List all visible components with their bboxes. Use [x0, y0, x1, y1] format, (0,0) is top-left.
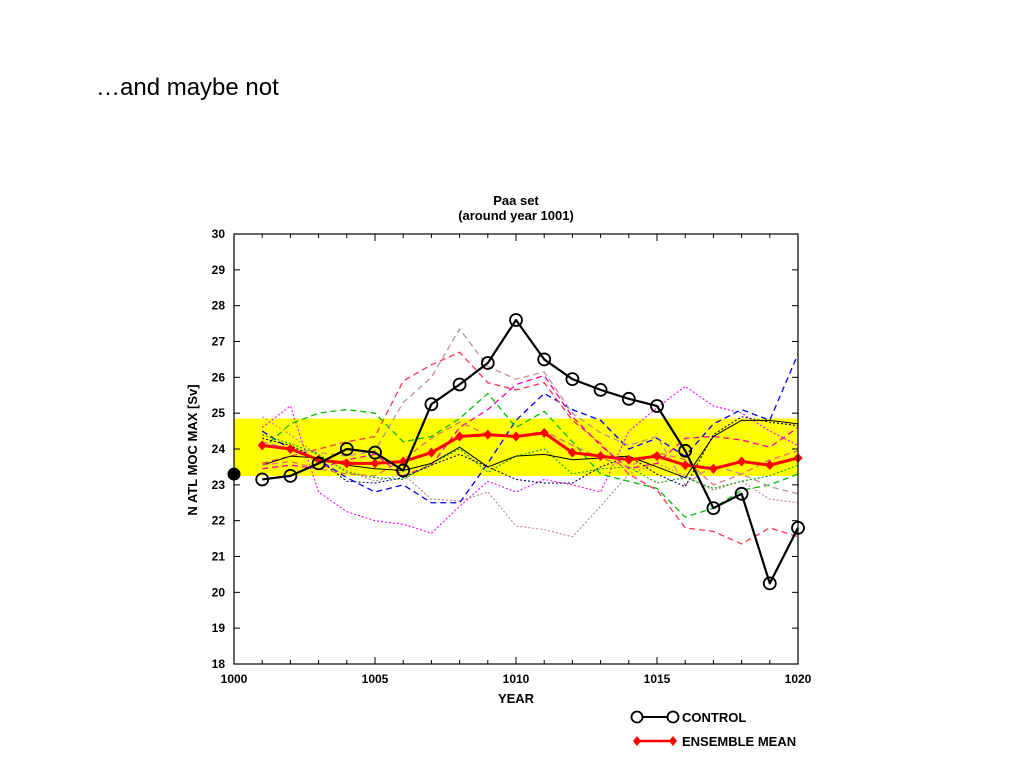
series-layer: [261, 328, 799, 545]
control-point: [368, 445, 382, 460]
legend-item-ensemble-mean: ENSEMBLE MEAN: [633, 734, 796, 749]
series-line-6: [262, 351, 799, 545]
control-point: [255, 472, 270, 487]
ensemble-mean-point: [539, 427, 549, 438]
legend-control-marker-left: [630, 710, 644, 724]
x-tick-label: 1010: [503, 672, 530, 686]
series-line-12: [262, 421, 799, 486]
legend-label-control: CONTROL: [682, 710, 746, 725]
ensemble-mean-point: [483, 429, 493, 440]
control-point: [565, 372, 580, 387]
ensemble-mean-point: [567, 447, 577, 458]
y-tick-label: 29: [212, 263, 226, 277]
ensemble-mean-point: [624, 454, 634, 465]
control-point: [650, 399, 664, 413]
series-line-3: [261, 416, 799, 538]
legend-ensemble-marker-right: [669, 736, 677, 746]
series-line-5: [261, 392, 799, 518]
y-tick-label: 28: [212, 299, 226, 313]
control-point: [480, 356, 495, 370]
y-tick-label: 22: [212, 514, 226, 528]
control-point: [706, 501, 721, 516]
y-tick-label: 30: [212, 227, 226, 241]
x-axis-title: YEAR: [498, 691, 535, 706]
series-line-4: [261, 353, 799, 504]
control-point: [537, 352, 552, 367]
y-tick-label: 27: [212, 335, 226, 349]
tick-layer: 18 19 20 21 22 23 24 25 26 27 28 29 30 1000 1005 1010 10…: [212, 227, 812, 686]
y-tick-label: 21: [212, 550, 226, 564]
ensemble-mean-point: [737, 456, 747, 467]
ensemble-mean-point: [285, 444, 295, 454]
chart-title: Paa set: [493, 193, 539, 208]
control-point: [678, 443, 693, 458]
ensemble-mean-point: [342, 458, 352, 469]
ensemble-mean-point: [455, 431, 465, 442]
control-point: [509, 313, 523, 327]
control-point: [452, 377, 467, 392]
y-tick-label: 26: [212, 370, 226, 384]
series-line-11: [262, 419, 799, 479]
marker-layer: [255, 313, 805, 591]
control-point: [593, 382, 608, 397]
legend-control-marker-right: [666, 710, 680, 724]
series-line-9: [262, 434, 799, 489]
control-point: [734, 486, 749, 501]
ensemble-mean-point: [652, 451, 662, 462]
legend-label-ensemble-mean: ENSEMBLE MEAN: [682, 734, 796, 749]
ensemble-mean-point: [370, 458, 380, 469]
ensemble-mean-point: [680, 460, 690, 471]
y-tick-label: 18: [212, 657, 226, 671]
slide-title: …and maybe not: [96, 74, 279, 101]
y-tick-label: 20: [212, 585, 226, 599]
series-line-1: [262, 431, 799, 471]
ensemble-mean-point: [426, 447, 436, 458]
y-axis-title: N ATL MOC MAX [Sv]: [185, 384, 200, 515]
ensemble-mean-point: [765, 460, 775, 471]
ensemble-mean-point: [596, 451, 606, 462]
control-point: [311, 456, 326, 471]
control-point: [339, 442, 354, 456]
y-tick-label: 25: [212, 406, 226, 420]
series-line-2: [261, 385, 799, 534]
control-point: [283, 468, 298, 483]
start-marker-layer: [227, 467, 241, 481]
control-point: [621, 391, 636, 406]
control-point: [762, 576, 777, 591]
series-line-8: [262, 374, 799, 477]
x-tick-label: 1005: [362, 672, 389, 686]
y-tick-label: 23: [212, 478, 226, 492]
chart-legend: CONTROL ENSEMBLE MEAN: [630, 710, 796, 749]
chart-subtitle: (around year 1001): [458, 208, 574, 223]
ensemble-mean-point: [257, 440, 267, 451]
x-tick-label: 1000: [221, 672, 248, 686]
ensemble-mean-point: [511, 431, 521, 442]
x-tick-label: 1020: [785, 672, 812, 686]
y-tick-label: 24: [212, 442, 226, 456]
y-tick-label: 19: [212, 621, 226, 635]
series-line-0: [262, 318, 799, 585]
start-point-marker: [227, 467, 241, 481]
ensemble-mean-point: [708, 463, 718, 474]
legend-item-control: CONTROL: [630, 710, 746, 725]
legend-ensemble-marker-left: [633, 736, 641, 746]
control-point: [424, 397, 439, 412]
control-point: [396, 463, 411, 478]
x-tick-label: 1015: [644, 672, 671, 686]
